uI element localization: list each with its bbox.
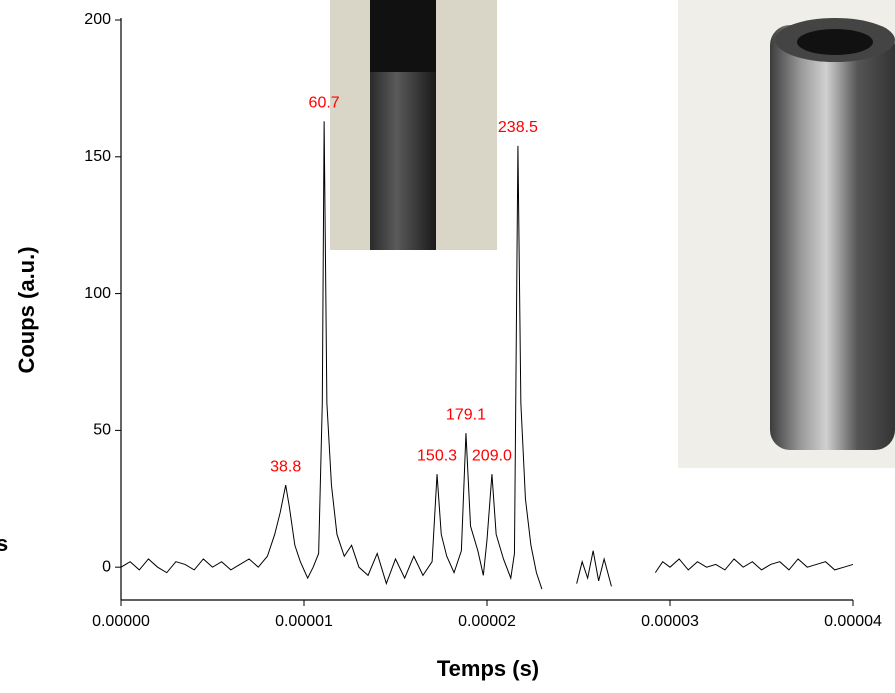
peak-label: 179.1 bbox=[446, 406, 486, 423]
peak-label: 38.8 bbox=[270, 458, 301, 475]
x-axis-title: Temps (s) bbox=[437, 656, 539, 681]
x-tick-label: 0.00001 bbox=[275, 613, 333, 630]
x-tick-label: 0.00000 bbox=[92, 613, 150, 630]
peak-label: 238.5 bbox=[498, 119, 538, 136]
y-tick-label: 50 bbox=[93, 422, 111, 439]
peak-label: 150.3 bbox=[417, 447, 457, 464]
photo-rod bbox=[330, 0, 497, 250]
photo-tube bbox=[678, 0, 895, 468]
text-fragment: s bbox=[0, 531, 8, 556]
signal-line bbox=[120, 121, 854, 590]
x-tick-label: 0.00004 bbox=[824, 613, 882, 630]
x-tick-label: 0.00002 bbox=[458, 613, 516, 630]
x-tick-label: 0.00003 bbox=[641, 613, 699, 630]
y-tick-label: 200 bbox=[84, 11, 111, 28]
peak-label: 209.0 bbox=[472, 447, 512, 464]
y-tick-label: 150 bbox=[84, 148, 111, 165]
y-tick-label: 0 bbox=[102, 558, 111, 575]
y-tick-label: 100 bbox=[84, 285, 111, 302]
peak-label: 60.7 bbox=[309, 94, 340, 111]
y-axis-title: Coups (a.u.) bbox=[14, 246, 39, 373]
